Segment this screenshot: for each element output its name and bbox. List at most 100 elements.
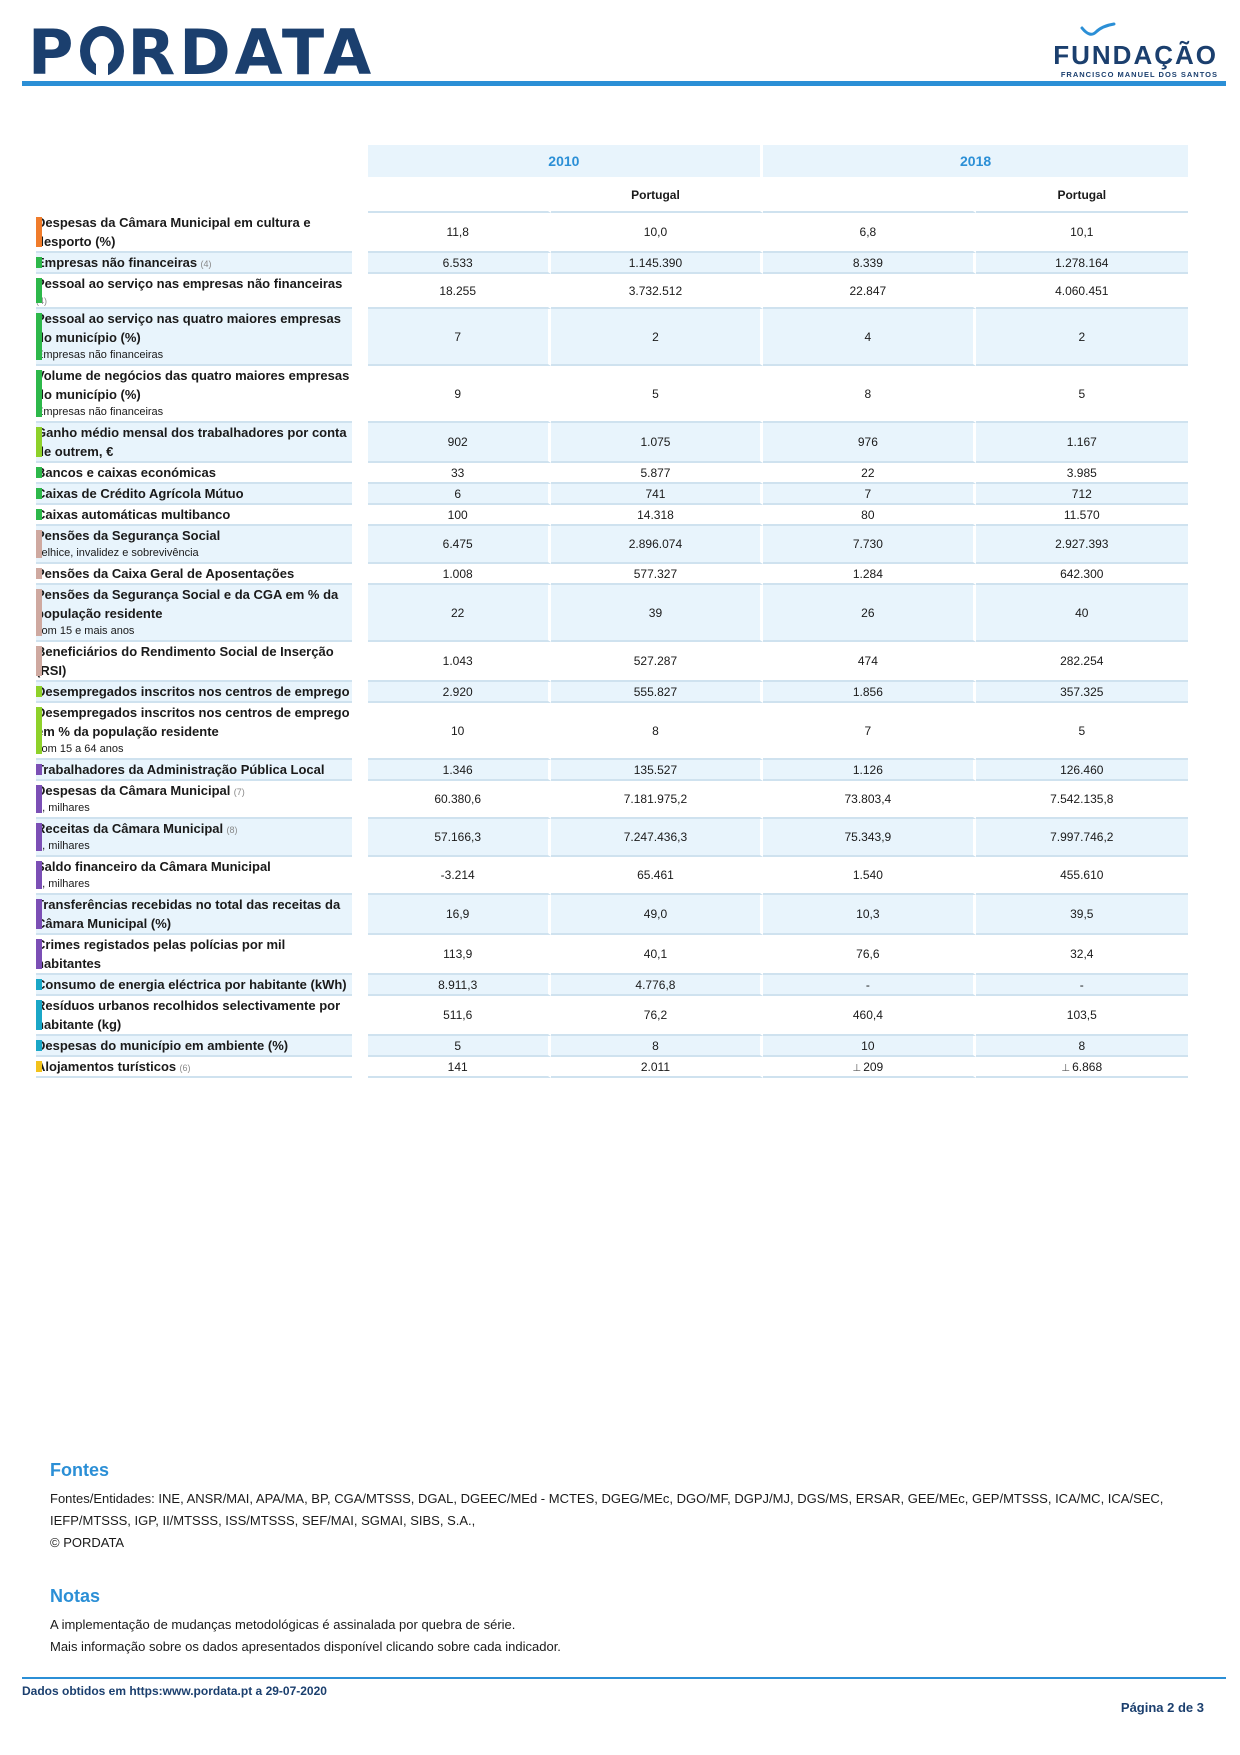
value-text: 7.542.135,8 — [1050, 792, 1114, 806]
table-row: Pessoal ao serviço nas quatro maiores em… — [36, 309, 1188, 366]
value-cell: 1.278.164 — [975, 253, 1188, 274]
indicator-cell[interactable]: Caixas de Crédito Agrícola Mútuo — [36, 484, 353, 505]
value-cell: 555.827 — [550, 682, 764, 703]
indicator-name[interactable]: Pensões da Caixa Geral de Aposentações — [36, 566, 295, 581]
table-row: Bancos e caixas económicas 33 5.877 22 3.985 — [36, 463, 1188, 484]
value-text: 6.475 — [442, 537, 473, 551]
value-text: 1.126 — [852, 762, 883, 777]
value-text: 8 — [652, 723, 659, 738]
indicator-name[interactable]: Trabalhadores da Administração Pública L… — [36, 762, 325, 777]
indicator-subtitle: €, milhares — [36, 878, 90, 890]
indicator-subtitle: Empresas não financeiras — [36, 349, 164, 361]
value-text: 2 — [652, 329, 659, 344]
value-cell: 8.911,3 — [367, 975, 551, 996]
value-cell: 10,3 — [763, 895, 976, 935]
indicator-cell[interactable]: Beneficiários do Rendimento Social de In… — [36, 642, 353, 682]
value-text: 113,9 — [443, 947, 473, 961]
value-cell: 65.461 — [550, 857, 764, 895]
indicator-name[interactable]: Ganho médio mensal dos trabalhadores por… — [36, 425, 347, 459]
indicator-name[interactable]: Despesas do município em ambiente (%) — [36, 1038, 289, 1053]
value-text: 11.570 — [1063, 507, 1100, 522]
indicator-cell[interactable]: Resíduos urbanos recolhidos selectivamen… — [36, 996, 353, 1036]
indicator-name[interactable]: Pensões da Segurança Social — [36, 528, 221, 543]
indicator-name[interactable]: Saldo financeiro da Câmara Municipal — [36, 859, 271, 874]
value-cell: 10,1 — [975, 213, 1188, 253]
indicator-name[interactable]: Pessoal ao serviço nas empresas não fina… — [36, 276, 343, 291]
indicator-name[interactable]: Caixas automáticas multibanco — [36, 507, 231, 522]
indicator-cell[interactable]: Despesas do município em ambiente (%) — [36, 1036, 353, 1057]
indicator-cell[interactable]: Saldo financeiro da Câmara Municipal €, m… — [36, 857, 353, 895]
indicator-cell[interactable]: Ganho médio mensal dos trabalhadores por… — [36, 423, 353, 463]
value-text: 1.167 — [1066, 435, 1097, 449]
indicator-cell[interactable]: Despesas da Câmara Municipal (7) €, milha… — [36, 781, 353, 819]
indicator-cell[interactable]: Pensões da Segurança Social e da CGA em … — [36, 585, 353, 642]
indicator-cell[interactable]: Volume de negócios das quatro maiores em… — [36, 366, 353, 423]
indicator-name[interactable]: Caixas de Crédito Agrícola Mútuo — [36, 486, 244, 501]
data-source-link[interactable]: Dados obtidos em https:www.pordata.pt a … — [22, 1684, 327, 1698]
value-cell: ⊥ 6.868 — [975, 1057, 1188, 1078]
indicator-name[interactable]: Transferências recebidas no total das re… — [36, 897, 341, 931]
indicators-table: 2010 2018 Portugal Portugal Despesas da … — [36, 145, 1188, 1078]
indicator-cell[interactable]: Crimes registados pelas polícias por mil… — [36, 935, 353, 975]
fundacao-name: FUNDAÇÃO — [1053, 40, 1218, 70]
value-text: 2 — [1078, 329, 1086, 344]
indicator-note: (4) — [200, 259, 212, 269]
indicator-cell[interactable]: Pessoal ao serviço nas empresas não fina… — [36, 274, 353, 309]
indicator-cell[interactable]: Pensões da Caixa Geral de Aposentações — [36, 564, 353, 585]
value-cell: 7.730 — [763, 526, 976, 564]
indicator-cell[interactable]: Pensões da Segurança Social velhice, inva… — [36, 526, 353, 564]
value-text: 22.847 — [849, 283, 887, 298]
indicator-name[interactable]: Desempregados inscritos nos centros de e… — [36, 705, 350, 739]
category-color-bar — [36, 861, 42, 889]
category-color-bar — [36, 278, 42, 303]
value-cell: 16,9 — [367, 895, 551, 935]
indicator-cell[interactable]: Trabalhadores da Administração Pública L… — [36, 760, 353, 781]
indicator-cell[interactable]: Bancos e caixas económicas — [36, 463, 353, 484]
value-text: 4.776,8 — [635, 977, 676, 992]
value-text: 6.868 — [1072, 1059, 1103, 1074]
indicator-name[interactable]: Empresas não financeiras — [36, 255, 198, 270]
category-color-bar — [36, 313, 42, 360]
indicator-cell[interactable]: Desempregados inscritos nos centros de e… — [36, 703, 353, 760]
category-color-bar — [36, 646, 42, 676]
indicator-name[interactable]: Bancos e caixas económicas — [36, 465, 216, 480]
indicator-name[interactable]: Pessoal ao serviço nas quatro maiores em… — [36, 311, 341, 345]
indicator-name[interactable]: Alojamentos turísticos — [36, 1059, 177, 1074]
indicator-subtitle: €, milhares — [36, 802, 90, 814]
indicator-cell[interactable]: Transferências recebidas no total das re… — [36, 895, 353, 935]
category-color-bar — [36, 370, 42, 417]
year-2010-header: 2010 — [367, 145, 764, 179]
indicator-cell[interactable]: Consumo de energia eléctrica por habitan… — [36, 975, 353, 996]
value-text: 2.896.074 — [628, 537, 683, 551]
indicator-cell[interactable]: Despesas da Câmara Municipal em cultura … — [36, 213, 353, 253]
indicator-name[interactable]: Receitas da Câmara Municipal — [36, 821, 224, 836]
indicator-cell[interactable]: Alojamentos turísticos (6) — [36, 1057, 353, 1078]
value-text: 33 — [451, 465, 465, 480]
indicator-name[interactable]: Resíduos urbanos recolhidos selectivamen… — [36, 998, 341, 1032]
indicator-name[interactable]: Beneficiários do Rendimento Social de In… — [36, 644, 334, 678]
value-text: 209 — [863, 1059, 884, 1074]
value-text: 2.920 — [442, 684, 473, 699]
indicator-cell[interactable]: Pessoal ao serviço nas quatro maiores em… — [36, 309, 353, 366]
value-cell: 8.339 — [763, 253, 976, 274]
value-text: 7.247.436,3 — [623, 830, 688, 844]
indicator-name[interactable]: Despesas da Câmara Municipal — [36, 783, 231, 798]
value-cell: 126.460 — [975, 760, 1188, 781]
value-cell: -3.214 — [367, 857, 551, 895]
value-cell: 976 — [763, 423, 976, 463]
table-row: Crimes registados pelas polícias por mil… — [36, 935, 1188, 975]
indicator-cell[interactable]: Caixas automáticas multibanco — [36, 505, 353, 526]
category-color-bar — [36, 686, 42, 697]
indicator-name[interactable]: Pensões da Segurança Social e da CGA em … — [36, 587, 339, 621]
indicator-name[interactable]: Crimes registados pelas polícias por mil… — [36, 937, 286, 971]
indicator-cell[interactable]: Receitas da Câmara Municipal (8) €, milha… — [36, 819, 353, 857]
indicator-name[interactable]: Despesas da Câmara Municipal em cultura … — [36, 215, 311, 249]
value-text: 1.008 — [442, 566, 473, 581]
indicator-name[interactable]: Desempregados inscritos nos centros de e… — [36, 684, 350, 699]
indicator-name[interactable]: Volume de negócios das quatro maiores em… — [36, 368, 350, 402]
value-text: 1.075 — [640, 435, 671, 449]
value-cell: 9 — [367, 366, 551, 423]
indicator-name[interactable]: Consumo de energia eléctrica por habitan… — [36, 977, 347, 992]
indicator-cell[interactable]: Empresas não financeiras (4) — [36, 253, 353, 274]
indicator-cell[interactable]: Desempregados inscritos nos centros de e… — [36, 682, 353, 703]
